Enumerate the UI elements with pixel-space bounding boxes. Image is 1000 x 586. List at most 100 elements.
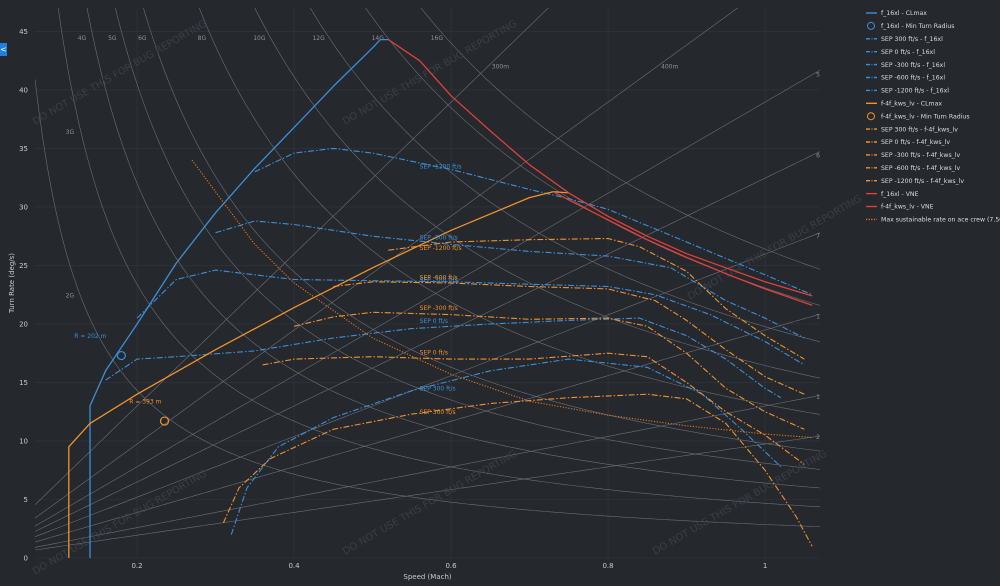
g-load-label: 5G [108,35,117,42]
g-load-label: 4G [78,35,87,42]
watermark-text: DO NOT USE THIS FOR BUG REPORTING [686,193,864,302]
radius-label: 300m [492,64,509,71]
curve-annotation: SEP -600 ft/s [420,274,458,281]
curve-annotation: SEP 0 ft/s [420,349,448,356]
legend-entry: SEP -300 ft/s - f_16xl [881,62,945,69]
legend-entry: SEP 0 ft/s - f_16xl [881,49,935,56]
watermark-text: DO NOT USE THIS FOR BUG REPORTING [341,448,519,557]
curve-annotation: SEP -1200 ft/s [420,245,462,252]
radius-label: 2000m [816,434,837,441]
y-tick-label: 20 [19,320,28,328]
radius-line [35,8,739,519]
x-tick-label: 0.2 [131,562,142,570]
legend-entry: Max sustainable rate on ace crew (7.5G) [881,217,1000,224]
radius-label: 750m [816,233,833,240]
x-tick-label: 1 [763,562,767,570]
curve-annotation: SEP -300 ft/s [420,305,458,312]
grid-layer [35,8,820,559]
legend-entry: SEP -600 ft/s - f-4f_kws_lv [881,165,960,172]
series-line [254,147,813,296]
g-load-line [254,8,820,379]
series-line [293,311,805,430]
legend-marker [867,21,875,30]
g-load-line [115,8,820,470]
radius-line [35,395,820,548]
series-line [215,220,805,339]
y-tick-label: 0 [24,555,28,563]
watermark-text: DO NOT USE THIS FOR BUG REPORTING [31,468,209,577]
x-tick-label: 0.8 [602,562,613,570]
y-tick-label: 15 [19,379,28,387]
annotation-layer: R = 202 m R = 393 m SEP -1200 ft/s SEP -600… [74,163,461,416]
g-load-line [143,8,820,452]
legend-marker [867,112,875,121]
g-load-label: 10G [253,35,266,42]
curve-annotation: SEP -600 ft/s [420,235,458,242]
curve-annotation: SEP -300 ft/s [420,277,458,284]
legend-entry: f-4f_kws_lv - CLmax [881,101,942,108]
x-axis-title: Speed (Mach) [403,573,452,581]
min-turn-radius-marker [159,416,170,426]
y-tick-label: 40 [19,86,28,94]
curve-annotation: R = 202 m [74,333,106,340]
radius-line [35,232,820,537]
min-turn-radius-marker [116,350,126,361]
g-load-label: 3G [66,129,75,136]
y-tick-label: 35 [19,145,28,153]
radius-label: 1500m [816,394,837,401]
g-load-label: 6G [138,35,147,42]
curve-annotation: SEP 0 ft/s [420,318,448,325]
legend-entry: f-4f_kws_lv - VNE [881,204,934,211]
radius-label: 400m [661,64,678,71]
x-tick-label: 0.6 [445,562,457,570]
series-line [68,191,569,558]
y-tick-label: 10 [19,437,28,445]
legend-entry: SEP 300 ft/s - f_16xl [881,36,943,43]
curve-annotation: SEP 300 ft/s [420,409,456,416]
series-line [136,269,805,366]
legend-entry: f_16xl - VNE [881,191,919,198]
g-load-label: 12G [312,35,325,42]
radius-line [35,435,820,551]
curve-annotation: SEP 300 ft/s [420,386,456,393]
g-load-line [57,8,820,508]
legend-entry: SEP -1200 ft/s - f-4f_kws_lv [881,178,964,185]
g-load-line [420,8,820,270]
radius-label: 600m [816,152,833,159]
legend: f_16xl - CLmax f_16xl - Min Turn Radius SE… [866,10,1000,224]
legend-entry: SEP 0 ft/s - f-4f_kws_lv [881,139,950,146]
series-line [89,38,389,558]
radius-line [35,313,820,543]
y-tick-label: 45 [19,28,28,36]
series-line [387,39,813,297]
y-tick-label: 25 [19,262,28,270]
radius-line [35,151,820,532]
legend-entry: SEP 300 ft/s - f-4f_kws_lv [881,126,958,133]
y-tick-label: 5 [24,496,28,504]
legend-entry: SEP -600 ft/s - f_16xl [881,75,945,82]
g-load-label: 2G [66,292,75,299]
watermark-layer: DO NOT USE THIS FOR BUG REPORTING DO NOT … [31,18,864,577]
series-line [191,159,813,439]
series-layer [68,38,813,558]
series-line [262,352,805,465]
legend-entry: f_16xl - CLmax [881,10,927,17]
g-load-label: 16G [431,35,444,42]
legend-entry: SEP -1200 ft/s - f_16xl [881,88,949,95]
series-line [388,237,805,360]
series-line [222,393,813,547]
series-line [552,191,813,306]
legend-entry: SEP -300 ft/s - f-4f_kws_lv [881,152,960,159]
x-tick-label: 0.4 [288,562,300,570]
legend-entry: f-4f_kws_lv - Min Turn Radius [881,113,970,120]
watermark-text: DO NOT USE THIS FOR BUG REPORTING [31,18,209,127]
curve-annotation: SEP -1200 ft/s [420,163,462,170]
radius-label: 1000m [816,313,837,320]
g-load-label: 8G [198,35,207,42]
g-load-line [309,8,820,343]
radius-line [35,69,820,527]
g-load-line [86,8,820,489]
sidebar-toggle-button[interactable]: < [0,43,7,56]
watermark-text: DO NOT USE THIS FOR BUG REPORTING [651,448,829,557]
